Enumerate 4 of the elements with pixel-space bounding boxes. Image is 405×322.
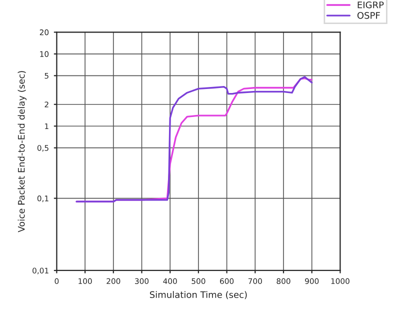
y-axis-title: Voice Packet End-to-End delay (sec) bbox=[18, 71, 26, 232]
x-axis-title: Simulation Time (sec) bbox=[150, 291, 247, 300]
legend-label: OSPF bbox=[357, 12, 380, 19]
legend-label: EIGRP bbox=[358, 1, 384, 8]
